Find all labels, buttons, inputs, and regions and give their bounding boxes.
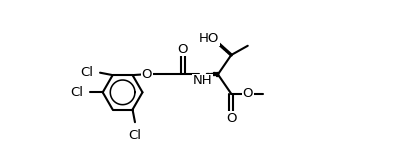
- Text: HO: HO: [199, 33, 220, 46]
- Text: Cl: Cl: [70, 86, 83, 99]
- Text: Cl: Cl: [129, 129, 141, 142]
- Text: Cl: Cl: [80, 66, 93, 79]
- Text: O: O: [242, 87, 253, 100]
- Text: O: O: [226, 112, 236, 125]
- Text: O: O: [178, 43, 188, 56]
- Text: O: O: [141, 68, 152, 81]
- Text: NH: NH: [193, 74, 212, 87]
